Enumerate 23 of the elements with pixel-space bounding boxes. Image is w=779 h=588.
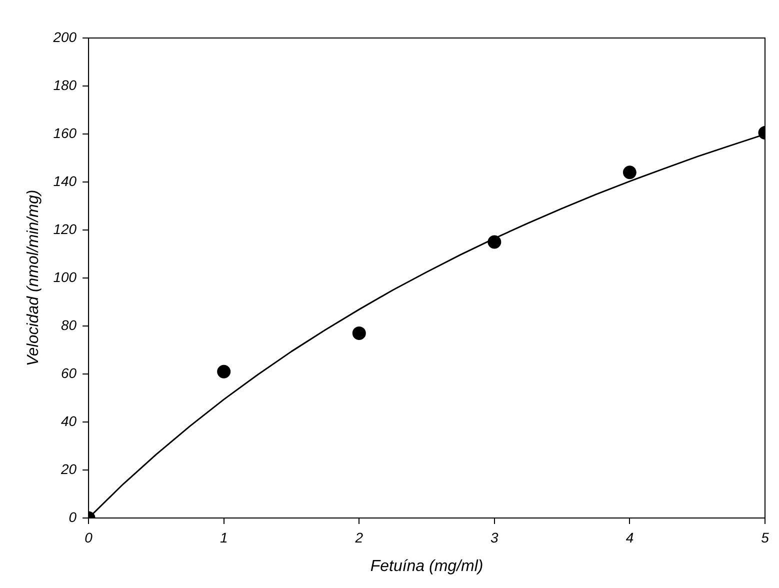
y-tick-label: 100: [53, 268, 77, 285]
y-tick-label: 20: [60, 460, 77, 477]
y-tick-label: 120: [53, 220, 77, 237]
point: [352, 326, 366, 340]
y-tick-label: 80: [60, 316, 77, 333]
x-tick-label: 0: [84, 529, 93, 546]
x-axis-title: Fetuína (mg/ml): [370, 558, 484, 575]
x-tick-label: 5: [761, 529, 770, 546]
x-tick-label: 1: [220, 529, 228, 546]
y-tick-label: 40: [60, 412, 77, 429]
y-tick-label: 140: [53, 172, 77, 189]
x-tick-label: 3: [490, 529, 499, 546]
x-tick-label: 2: [354, 529, 364, 546]
y-tick-label: 160: [53, 124, 77, 141]
y-tick-label: 180: [53, 76, 77, 93]
x-tick-label: 4: [626, 529, 634, 546]
y-tick-label: 0: [68, 508, 77, 525]
point: [622, 166, 636, 180]
point: [217, 364, 231, 378]
point: [488, 235, 502, 249]
y-axis-title: Velocidad (nmol/min/mg): [25, 190, 42, 366]
y-tick-label: 60: [60, 364, 77, 381]
y-tick-label: 200: [52, 28, 77, 45]
